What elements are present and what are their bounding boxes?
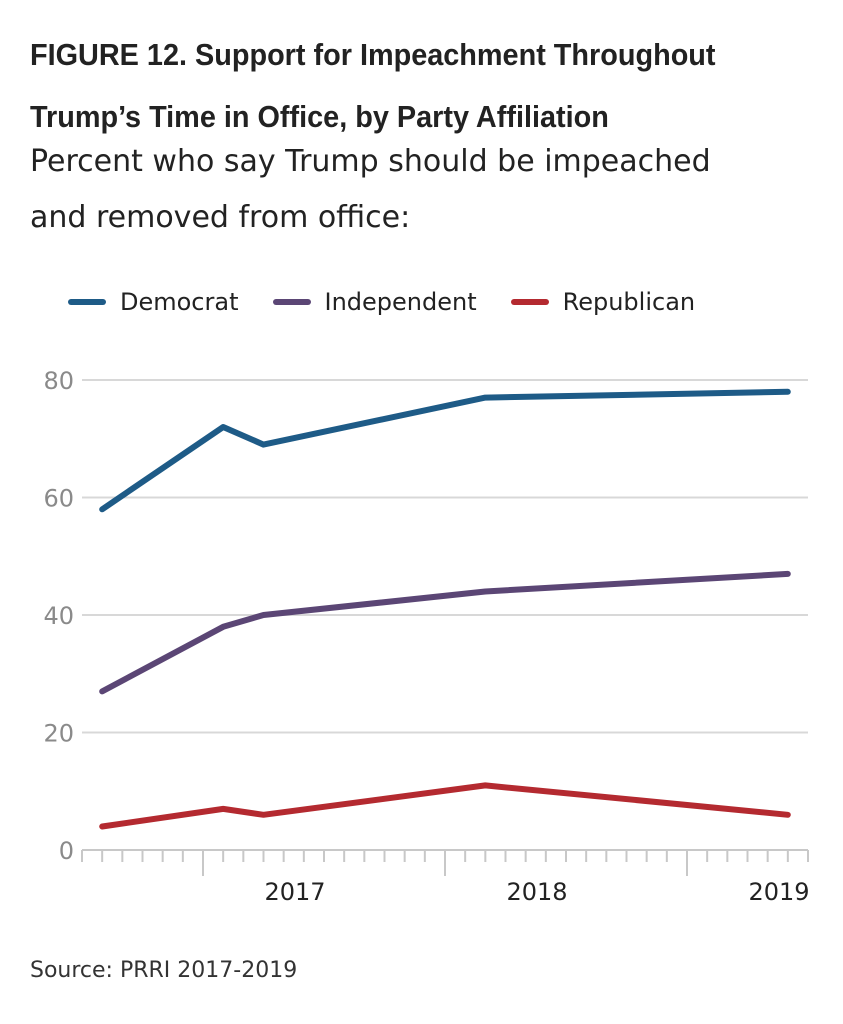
y-tick-label: 20 bbox=[43, 720, 74, 748]
series-line-independent bbox=[99, 570, 791, 695]
data-point-republican bbox=[263, 814, 264, 816]
subtitle-line-1: Percent who say Trump should be impeache… bbox=[30, 144, 711, 179]
line-chart: 0 20 40 60 80 2017 2018 2019 bbox=[43, 367, 810, 906]
legend-label-independent: Independent bbox=[324, 288, 477, 316]
data-point-democrat bbox=[787, 391, 789, 393]
chart-subtitle: Percent who say Trump should be impeache… bbox=[30, 134, 820, 246]
x-axis: 2017 2018 2019 bbox=[81, 849, 810, 906]
data-point-democrat bbox=[101, 508, 103, 510]
source-note: Source: PRRI 2017-2019 bbox=[30, 958, 298, 983]
legend-item-republican: Republican bbox=[510, 288, 696, 316]
legend-label-republican: Republican bbox=[562, 288, 696, 316]
legend-item-democrat: Democrat bbox=[68, 288, 239, 316]
chart-title: FIGURE 12. Support for Impeachment Throu… bbox=[30, 24, 774, 148]
data-point-independent bbox=[787, 573, 789, 575]
title-line-1: FIGURE 12. Support for Impeachment Throu… bbox=[30, 37, 716, 72]
data-point-independent bbox=[101, 690, 103, 692]
legend-label-democrat: Democrat bbox=[120, 288, 239, 316]
series-line-democrat bbox=[99, 388, 791, 513]
subtitle-line-2: and removed from office: bbox=[30, 200, 411, 235]
data-point-democrat bbox=[484, 397, 486, 399]
data-point-democrat bbox=[222, 426, 224, 428]
x-tick-label: 2018 bbox=[506, 878, 567, 906]
x-tick-label: 2019 bbox=[748, 878, 809, 906]
data-point-democrat bbox=[263, 444, 264, 446]
data-point-republican bbox=[787, 814, 789, 816]
series-lines bbox=[99, 388, 791, 830]
title-line-2: Trump’s Time in Office, by Party Affilia… bbox=[30, 99, 609, 134]
y-tick-label: 40 bbox=[43, 602, 74, 630]
y-axis-tick-labels: 0 20 40 60 80 bbox=[43, 367, 74, 865]
y-tick-label: 60 bbox=[43, 485, 74, 513]
legend: Democrat Independent Republican bbox=[68, 282, 695, 322]
y-tick-label: 80 bbox=[43, 367, 74, 395]
data-point-independent bbox=[484, 591, 486, 592]
data-point-republican bbox=[484, 784, 486, 786]
legend-item-independent: Independent bbox=[272, 288, 477, 316]
gridlines bbox=[82, 379, 808, 734]
data-point-republican bbox=[101, 826, 103, 827]
data-point-independent bbox=[222, 626, 224, 628]
data-point-republican bbox=[222, 808, 224, 810]
series-line-republican bbox=[99, 782, 791, 830]
legend-swatch-democrat bbox=[68, 299, 106, 305]
legend-swatch-independent bbox=[272, 299, 311, 305]
x-tick-label: 2017 bbox=[264, 878, 325, 906]
y-tick-label: 0 bbox=[59, 837, 74, 865]
legend-swatch-republican bbox=[510, 299, 549, 305]
data-point-independent bbox=[263, 614, 264, 616]
